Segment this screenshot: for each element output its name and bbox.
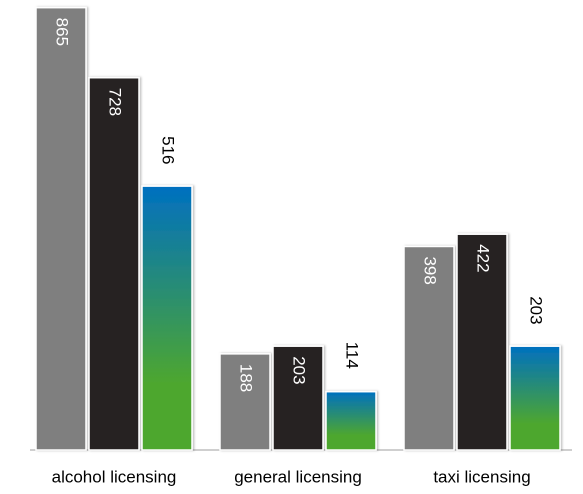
bar: [456, 233, 508, 451]
data-label: 516: [159, 136, 178, 164]
bar: [219, 353, 271, 451]
x-tick-label: taxi licensing: [433, 467, 530, 486]
bar: [35, 6, 87, 451]
data-label: 398: [421, 256, 440, 284]
bar: [403, 245, 455, 451]
bar: [325, 390, 377, 451]
data-label: 188: [237, 364, 256, 392]
data-label: 728: [106, 88, 125, 116]
bar: [272, 345, 324, 451]
x-tick-label: alcohol licensing: [52, 467, 177, 486]
data-label: 203: [527, 296, 546, 324]
data-label: 865: [53, 18, 72, 46]
bar: [509, 345, 561, 451]
data-label: 114: [343, 342, 362, 369]
bar: [88, 76, 140, 451]
bar: [141, 185, 193, 451]
x-tick-label: general licensing: [234, 467, 362, 486]
data-label: 422: [474, 244, 493, 272]
data-label: 203: [290, 356, 309, 384]
